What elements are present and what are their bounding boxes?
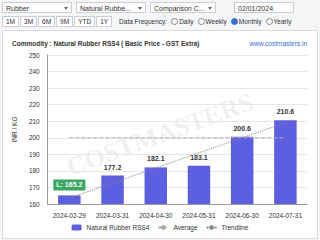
html-text:Comparison C...: Comparison C... [154,5,205,12]
html-text:Natural Rubbe...: Natural Rubbe... [80,5,131,12]
svg-text:220: 220 [29,101,40,108]
svg-text:2024-04-30: 2024-04-30 [139,212,173,219]
html-text:YTD: YTD [78,18,92,25]
svg-text:2024-02-29: 2024-02-29 [53,212,87,219]
html-text:1Y: 1Y [100,18,109,25]
html-text:9M: 9M [60,18,70,25]
html-text:Data Frequency:: Data Frequency: [119,18,168,25]
html-text:Monthly: Monthly [238,18,262,25]
svg-text:Trendline: Trendline [222,224,249,231]
html-text:Daily: Daily [179,18,194,25]
svg-text:COSTMASTERS: COSTMASTERS [62,87,258,182]
svg-text:240: 240 [29,68,40,75]
html-text:3M: 3M [24,18,34,25]
svg-text:182.1: 182.1 [147,155,165,162]
svg-text:183.1: 183.1 [190,153,208,161]
svg-text:160: 160 [29,201,40,208]
html-text:6M: 6M [42,18,52,25]
svg-text:Average: Average [173,224,197,232]
html-text:1M: 1M [6,18,15,25]
svg-text:2024-03-31: 2024-03-31 [96,212,130,219]
svg-text:2024-06-30: 2024-06-30 [226,212,260,219]
svg-text:230: 230 [29,85,40,92]
svg-text:L: 165.2: L: 165.2 [56,181,82,188]
svg-text:www.costmasters.in: www.costmasters.in [249,40,308,47]
svg-text:180: 180 [29,167,40,174]
html-text:Rubber: Rubber [6,5,29,12]
html-text:Weekly: Weekly [205,18,227,25]
html-text:Yearly: Yearly [273,18,292,25]
svg-text:2024-07-31: 2024-07-31 [269,212,303,219]
svg-text:190: 190 [29,151,40,158]
svg-text:170: 170 [29,184,40,191]
svg-text:250: 250 [29,52,40,59]
svg-text:210.6: 210.6 [277,108,295,115]
svg-text:200.6: 200.6 [233,125,251,132]
svg-text:2024-05-31: 2024-05-31 [182,212,216,219]
svg-text:Commodity : Natural Rubber RSS: Commodity : Natural Rubber RSS4 ( Basic … [12,40,199,48]
svg-text:200: 200 [29,134,40,141]
svg-text:INR / KG: INR / KG [11,116,18,142]
svg-text:210: 210 [29,118,40,125]
html-text:02/01/2024: 02/01/2024 [238,5,273,12]
svg-text:177.2: 177.2 [104,164,122,171]
svg-text:Natural Rubber RSS4: Natural Rubber RSS4 [87,224,150,231]
